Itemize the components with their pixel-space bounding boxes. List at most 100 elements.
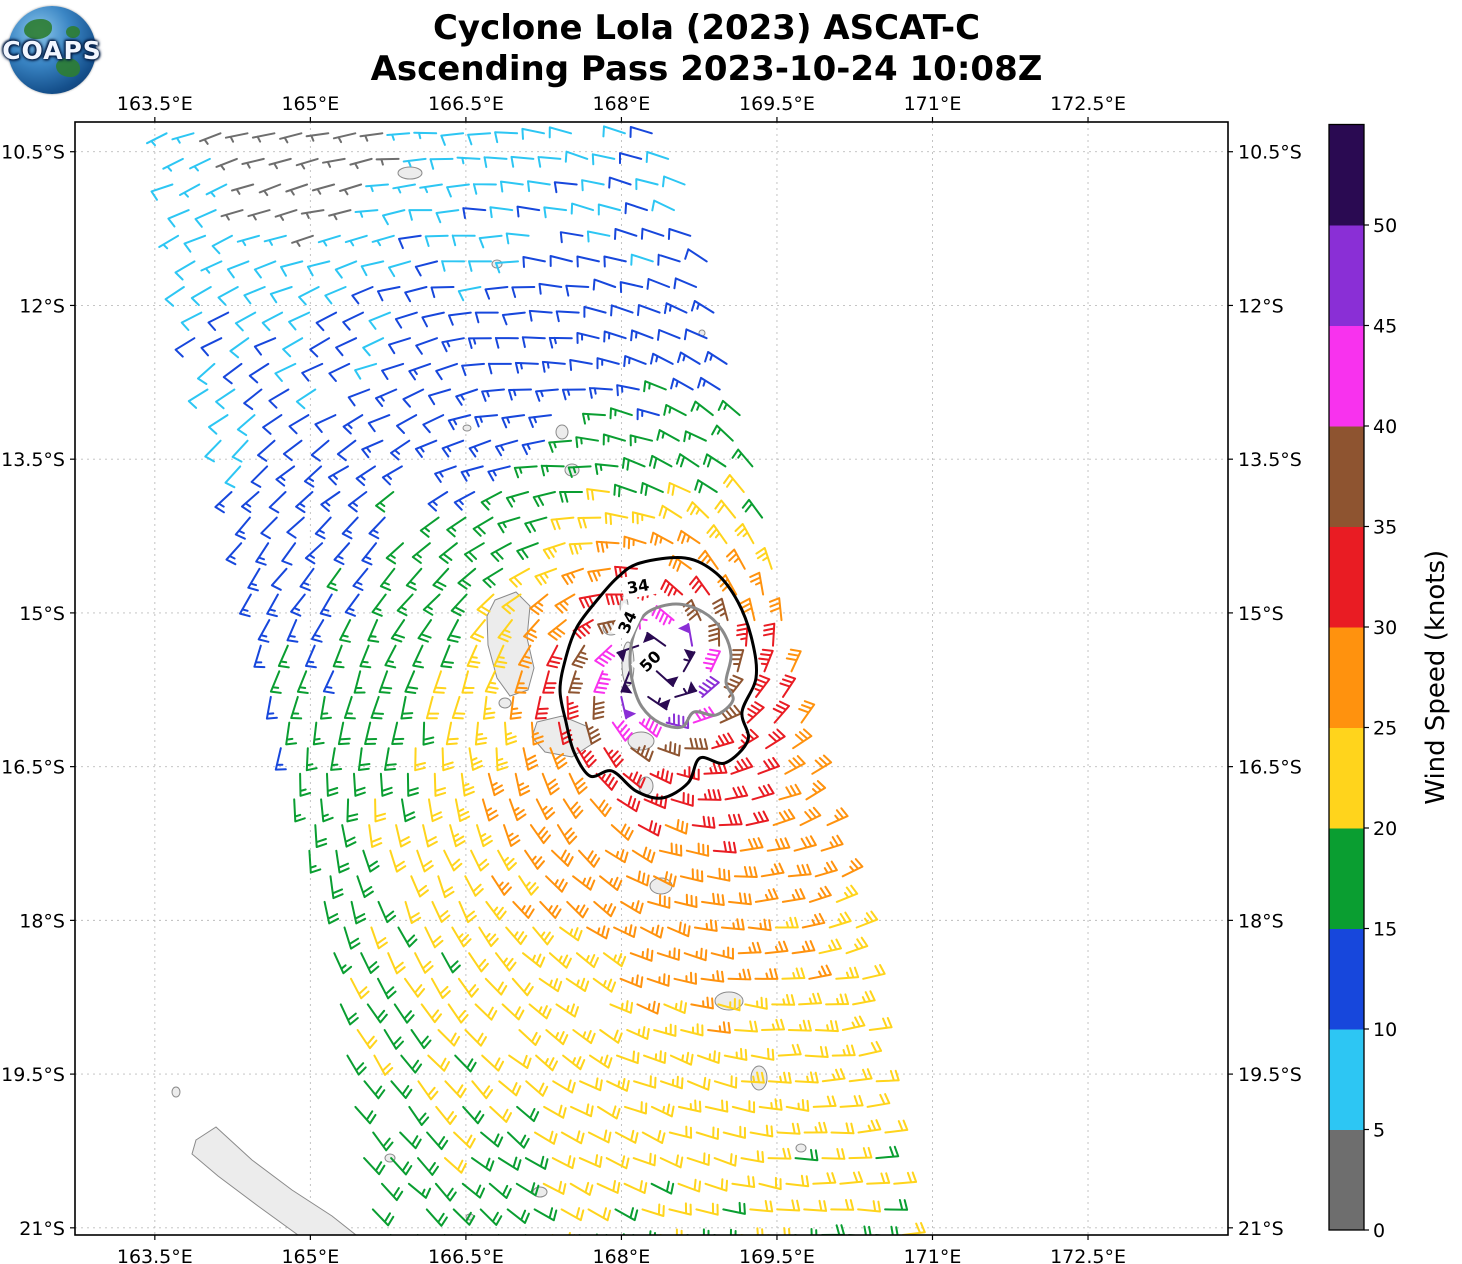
wind-barb <box>821 1224 846 1235</box>
wind-barb <box>765 728 786 750</box>
wind-barb <box>269 670 282 694</box>
wind-barb <box>467 337 492 349</box>
wind-barb <box>731 1175 756 1188</box>
wind-barb <box>646 278 671 290</box>
wind-barb <box>282 439 303 462</box>
wind-barb <box>509 695 523 720</box>
colorbar-segment <box>1329 124 1364 226</box>
wind-barb <box>395 824 411 848</box>
lon-tick-label-bottom: 171°E <box>904 1246 962 1264</box>
wind-barb <box>539 900 562 919</box>
wind-barb <box>501 1003 525 1021</box>
wind-barb <box>490 542 512 562</box>
wind-barb <box>623 1180 648 1194</box>
wind-barb <box>561 388 586 401</box>
wind-barb <box>798 992 823 1006</box>
wind-barb <box>328 362 351 382</box>
wind-barb <box>619 152 643 165</box>
wind-barb <box>656 429 680 442</box>
lat-tick-label-left: 18°S <box>19 910 65 932</box>
wind-barb <box>457 567 477 590</box>
wind-barb <box>695 1202 719 1216</box>
wind-barb <box>432 670 447 694</box>
wind-barb <box>835 966 860 980</box>
wind-barb <box>371 1208 395 1227</box>
wind-barb <box>424 926 444 949</box>
colorbar-tick-label: 45 <box>1373 316 1397 338</box>
wind-barb <box>446 619 461 643</box>
wind-barb <box>664 819 689 835</box>
colorbar-tick-label: 20 <box>1373 818 1397 840</box>
wind-barb <box>591 153 616 166</box>
wind-barb <box>293 798 306 823</box>
wind-barb <box>413 131 438 140</box>
wind-barb <box>441 952 461 974</box>
wind-barb <box>552 1079 576 1094</box>
wind-barb <box>255 542 270 566</box>
wind-barb <box>378 670 393 694</box>
wind-barb <box>461 362 485 377</box>
wind-barb <box>415 337 438 355</box>
wind-barb <box>451 695 466 720</box>
wind-barb <box>234 516 251 540</box>
wind-barb <box>804 1045 829 1058</box>
wind-barb <box>677 351 701 365</box>
wind-barb <box>595 772 618 791</box>
wind-barb <box>825 993 850 1006</box>
wind-barb <box>683 947 708 962</box>
wind-barb <box>460 772 475 797</box>
wind-barb <box>696 1050 721 1064</box>
wind-barb <box>535 388 559 402</box>
wind-barb <box>396 593 414 617</box>
wind-barb <box>568 670 583 694</box>
wind-barb <box>285 183 309 196</box>
wind-barb <box>215 388 236 410</box>
wind-barb <box>485 900 507 921</box>
wind-barb <box>603 255 627 268</box>
wind-barb <box>447 1003 469 1024</box>
wind-barb <box>422 414 445 434</box>
wind-barb <box>350 977 370 1000</box>
wind-barb <box>670 792 694 807</box>
wind-barb <box>757 757 780 775</box>
wind-barb <box>624 1101 648 1115</box>
wind-barb <box>281 542 297 566</box>
wind-barb <box>468 952 489 973</box>
wind-barb <box>753 674 771 698</box>
wind-barb <box>669 1051 694 1066</box>
wind-barb <box>623 355 647 368</box>
wind-barb <box>468 439 492 458</box>
wind-barb <box>751 783 775 801</box>
wind-barb <box>599 1029 623 1044</box>
wind-barb <box>295 388 317 410</box>
wind-barb <box>381 465 403 486</box>
wind-barb <box>657 253 681 266</box>
wind-barb <box>421 311 445 328</box>
wind-barb <box>663 1000 687 1014</box>
wind-barb <box>432 567 450 591</box>
wind-barb <box>597 1105 621 1120</box>
lat-tick-label-left: 16.5°S <box>1 757 65 779</box>
wind-barb <box>841 1015 866 1031</box>
wind-barb <box>785 648 802 673</box>
wind-barb <box>339 1003 359 1026</box>
wind-barb <box>714 499 737 519</box>
wind-barb <box>576 332 600 344</box>
wind-barb <box>812 1095 837 1108</box>
colorbar-tick-label: 15 <box>1373 919 1397 941</box>
wind-barb <box>551 1155 576 1170</box>
wind-barb <box>564 150 589 163</box>
wind-barb <box>414 747 426 772</box>
wind-barb <box>361 439 384 459</box>
wind-barb <box>548 952 572 969</box>
wind-barb <box>660 1075 684 1090</box>
wind-barb <box>501 593 522 615</box>
wind-barb <box>428 798 443 823</box>
wind-barb <box>674 893 698 908</box>
wind-barb <box>379 772 393 797</box>
wind-barb <box>330 747 343 771</box>
wind-barb <box>383 1029 404 1050</box>
wind-barb <box>616 644 640 654</box>
wind-barb <box>596 1180 621 1194</box>
wind-barb <box>845 936 869 955</box>
